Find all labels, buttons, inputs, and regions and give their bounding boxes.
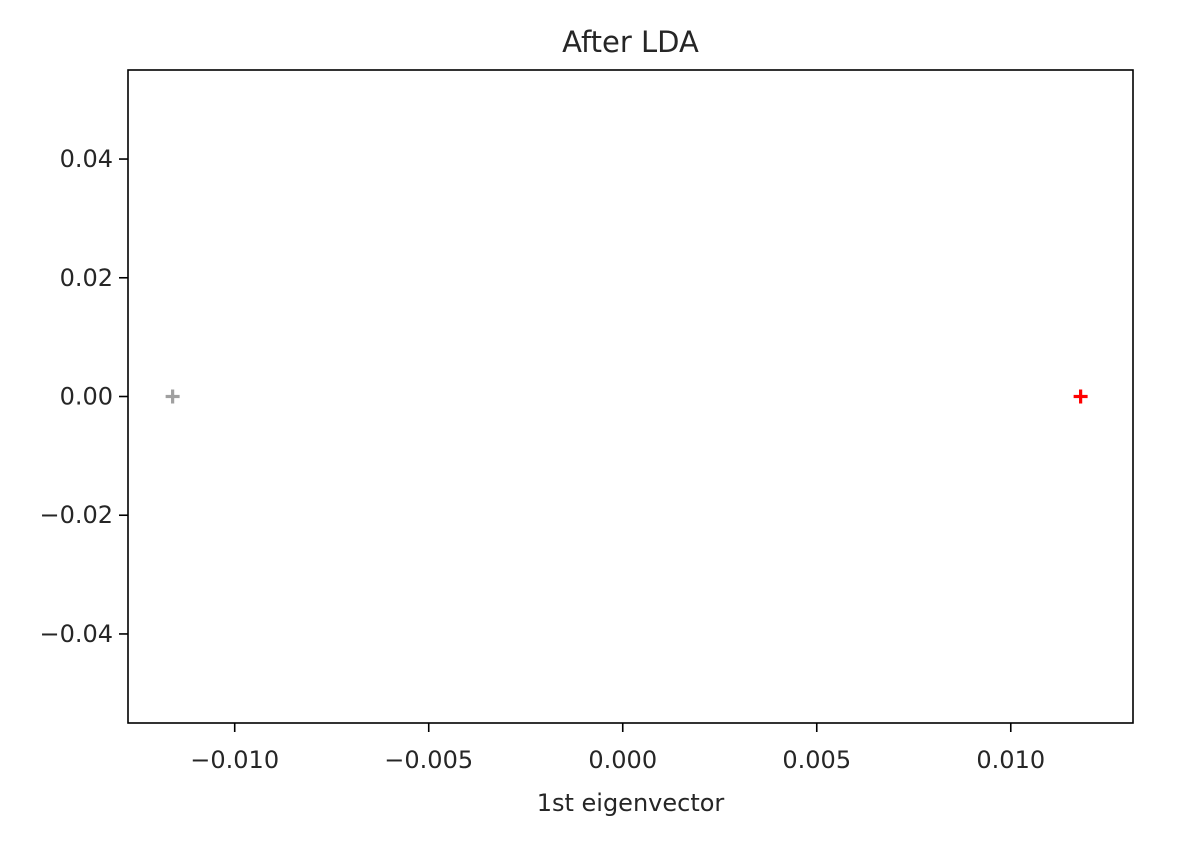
data-point-series-2 (1073, 389, 1088, 404)
data-points (165, 389, 1088, 404)
y-axis: 0.04 0.02 0.00 −0.02 −0.04 (39, 145, 128, 648)
x-axis: −0.010 −0.005 0.000 0.005 0.010 (190, 723, 1045, 774)
x-tick-label: −0.010 (190, 746, 279, 774)
x-tick-label: 0.010 (976, 746, 1045, 774)
y-tick-label: −0.02 (39, 501, 113, 529)
x-axis-label: 1st eigenvector (537, 789, 725, 817)
y-tick-label: −0.04 (39, 620, 113, 648)
data-point-series-1 (165, 389, 180, 404)
x-tick-label: −0.005 (384, 746, 473, 774)
y-tick-label: 0.04 (60, 145, 113, 173)
y-tick-label: 0.00 (60, 383, 113, 411)
plot-area (127, 69, 1134, 724)
y-tick-label: 0.02 (60, 264, 113, 292)
x-tick-label: 0.000 (588, 746, 657, 774)
x-tick-label: 0.005 (782, 746, 851, 774)
chart-title: After LDA (562, 25, 699, 59)
